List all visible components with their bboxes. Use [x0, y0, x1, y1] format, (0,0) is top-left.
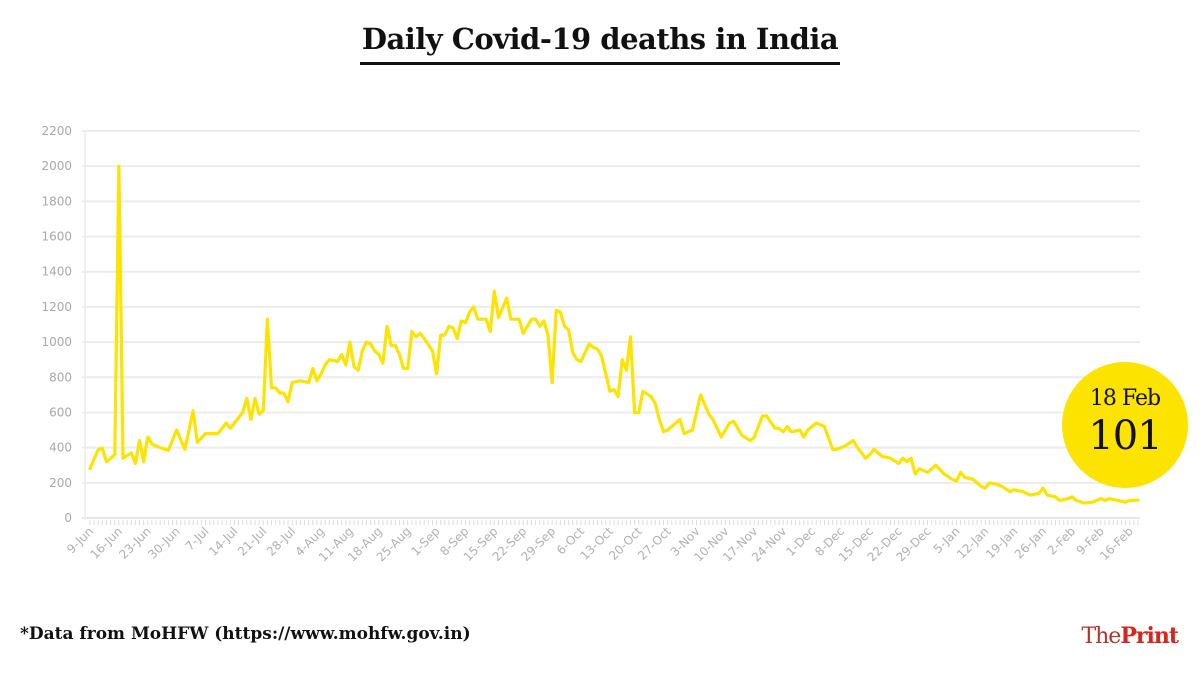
x-tick-label: 30-Jun: [145, 524, 182, 561]
y-tick-label: 200: [49, 476, 72, 490]
latest-value-badge: 18 Feb 101: [1062, 362, 1188, 488]
x-tick-label: 27-Oct: [635, 524, 674, 563]
x-tick-label: 12-Jan: [954, 524, 991, 561]
y-tick-label: 1200: [41, 300, 72, 314]
x-tick-label: 26-Jan: [1012, 524, 1049, 561]
x-tick-label: 1-Dec: [783, 524, 818, 559]
x-tick-label: 14-Jul: [206, 524, 240, 558]
deaths-series-line: [88, 164, 1140, 505]
x-tick-label: 28-Jul: [264, 524, 298, 558]
y-tick-label: 2200: [41, 124, 72, 138]
y-tick-label: 1000: [41, 335, 72, 349]
x-tick-label: 21-Jul: [235, 524, 269, 558]
y-tick-label: 1600: [41, 230, 72, 244]
y-tick-label: 2000: [41, 159, 72, 173]
theprint-logo: ThePrint: [1081, 623, 1179, 649]
y-tick-label: 0: [64, 511, 72, 525]
source-note: *Data from MoHFW (https://www.mohfw.gov.…: [20, 624, 471, 644]
x-tick-label: 2-Feb: [1045, 524, 1078, 557]
badge-date: 18 Feb: [1089, 386, 1161, 411]
y-tick-label: 800: [49, 370, 72, 384]
badge-value: 101: [1088, 413, 1162, 459]
chart-title: Daily Covid-19 deaths in India: [0, 22, 1200, 65]
y-tick-label: 1800: [41, 194, 72, 208]
y-tick-label: 600: [49, 405, 72, 419]
x-tick-label: 19-Jan: [983, 524, 1020, 561]
x-tick-label: 1-Sep: [408, 524, 442, 558]
y-tick-label: 1400: [41, 265, 72, 279]
y-tick-label: 400: [49, 441, 72, 455]
